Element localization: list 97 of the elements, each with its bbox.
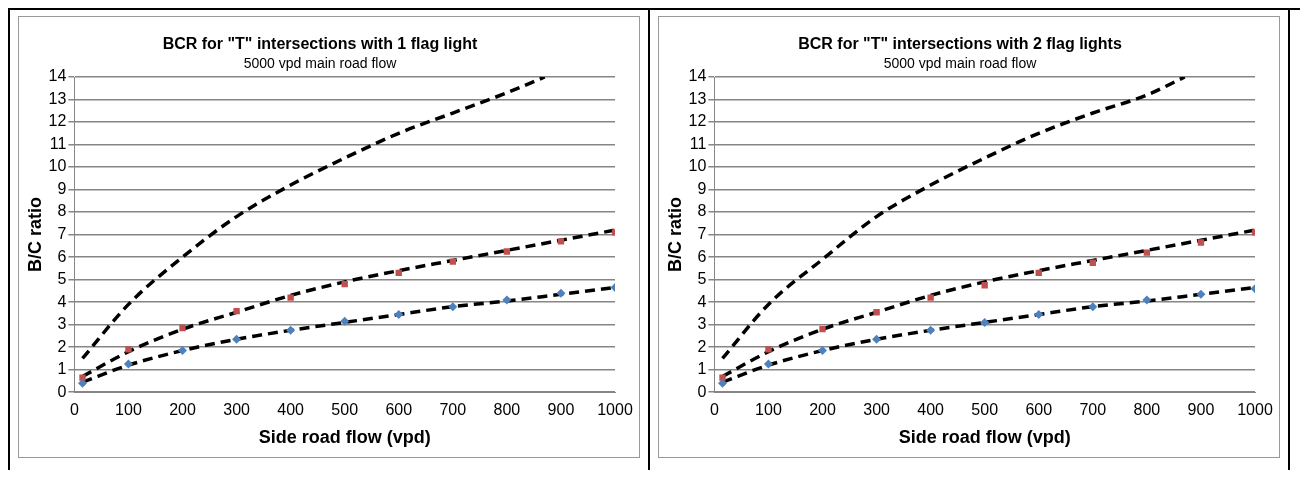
point (125, 346, 132, 353)
point (340, 316, 350, 326)
line-series (720, 77, 1187, 361)
y-tick-label: 8 (697, 202, 707, 220)
point (1196, 289, 1206, 299)
y-tick-label: 6 (57, 247, 67, 265)
y-tick-label: 12 (688, 112, 707, 130)
point (394, 310, 404, 320)
point (1143, 249, 1151, 256)
point (449, 258, 456, 265)
x-tick-label: 800 (493, 401, 521, 419)
x-tick-label: 100 (115, 401, 142, 419)
y-tick-label: 10 (48, 157, 67, 175)
x-tick-label: 100 (755, 401, 782, 419)
x-tick-label: 900 (547, 401, 575, 419)
point (719, 374, 726, 381)
x-tick-label: 700 (1079, 401, 1107, 419)
chart-subtitle: 5000 vpd main road flow (883, 55, 1038, 72)
y-tick-label: 13 (688, 89, 707, 107)
point (980, 317, 990, 327)
x-tick-label: 400 (917, 401, 945, 419)
y-tick-label: 12 (48, 112, 67, 130)
y-tick-label: 6 (697, 247, 707, 265)
y-tick-label: 10 (688, 157, 707, 175)
y-tick-label: 3 (697, 315, 707, 333)
y-tick-label: 9 (697, 179, 707, 197)
x-tick-label: 1000 (597, 401, 633, 419)
point (179, 324, 186, 332)
point (502, 295, 512, 305)
point (718, 378, 728, 388)
point (1142, 295, 1152, 305)
x-tick-label: 600 (385, 401, 413, 419)
x-tick-label: 800 (1133, 401, 1161, 419)
x-tick-label: 400 (277, 401, 305, 419)
point (232, 334, 242, 344)
point (872, 334, 882, 344)
y-tick-label: 0 (697, 382, 707, 400)
point (765, 346, 772, 353)
y-tick-label: 0 (57, 382, 67, 400)
x-tick-label: 200 (809, 401, 836, 419)
point (287, 294, 294, 301)
y-tick-label: 14 (48, 67, 67, 85)
point (1088, 302, 1098, 312)
y-tick-label: 2 (57, 337, 67, 355)
chart-subtitle: 5000 vpd main road flow (243, 55, 398, 72)
point (78, 378, 88, 388)
point (123, 359, 133, 369)
chart-title: BCR for "T" intersections with 2 flag lights (798, 35, 1122, 53)
point (927, 294, 934, 301)
y-axis-title: B/C ratio (24, 197, 45, 273)
x-tick-label: 0 (709, 401, 719, 419)
y-tick-label: 1 (697, 360, 707, 378)
x-tick-label: 700 (439, 401, 467, 419)
point (1197, 239, 1205, 246)
x-tick-label: 1000 (1237, 401, 1273, 419)
point (233, 307, 240, 315)
y-tick-label: 9 (57, 179, 67, 197)
y-tick-label: 11 (689, 134, 707, 152)
x-axis-title: Side road flow (vpd) (898, 427, 1071, 448)
y-tick-label: 11 (49, 134, 67, 152)
point (818, 346, 828, 356)
point (1034, 310, 1044, 320)
y-tick-label: 3 (57, 315, 67, 333)
y-tick-label: 4 (697, 292, 707, 310)
point (79, 374, 86, 381)
y-tick-label: 1 (57, 360, 67, 378)
y-tick-label: 4 (57, 292, 67, 310)
y-tick-label: 7 (57, 225, 67, 243)
x-tick-label: 500 (971, 401, 999, 419)
x-tick-label: 0 (69, 401, 79, 419)
point (763, 359, 773, 369)
y-tick-label: 5 (697, 270, 707, 288)
y-tick-label: 7 (697, 225, 707, 243)
point (178, 346, 188, 356)
point (819, 325, 826, 333)
y-tick-label: 5 (57, 270, 67, 288)
point (557, 238, 565, 245)
y-axis-title: B/C ratio (664, 197, 685, 273)
line-series (80, 77, 547, 361)
x-tick-label: 600 (1025, 401, 1053, 419)
point (448, 302, 458, 312)
point (873, 309, 880, 316)
point (556, 288, 566, 298)
y-tick-label: 13 (48, 89, 67, 107)
x-tick-label: 300 (223, 401, 251, 419)
x-tick-label: 300 (863, 401, 891, 419)
x-tick-label: 500 (331, 401, 359, 419)
point (926, 325, 936, 335)
point (286, 325, 296, 335)
chart-title: BCR for "T" intersections with 1 flag light (162, 35, 479, 53)
y-tick-label: 2 (697, 337, 707, 355)
x-axis-title: Side road flow (vpd) (258, 427, 431, 448)
point (503, 248, 511, 255)
y-tick-label: 8 (57, 202, 67, 220)
y-tick-label: 14 (688, 67, 707, 85)
x-tick-label: 900 (1187, 401, 1215, 419)
x-tick-label: 200 (169, 401, 196, 419)
